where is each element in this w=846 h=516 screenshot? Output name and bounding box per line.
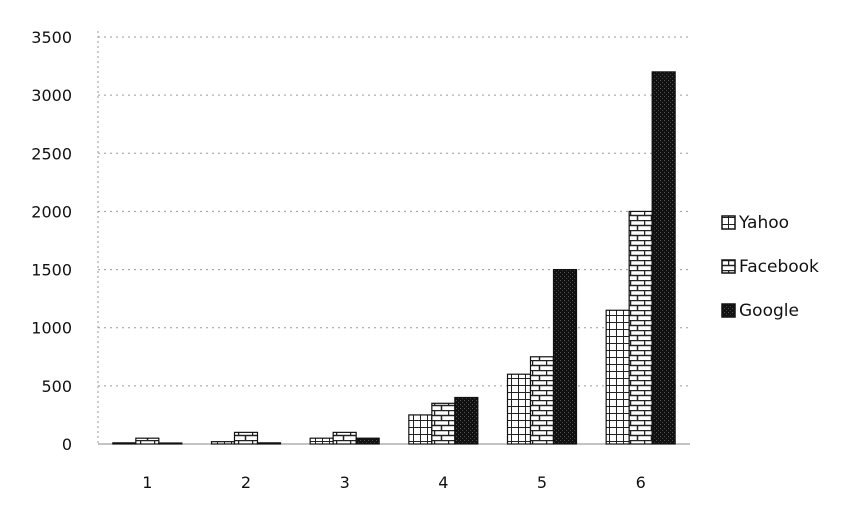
bars [112, 71, 676, 445]
x-tick-label: 6 [636, 473, 646, 492]
bar-facebook [332, 431, 357, 445]
bar-facebook [529, 356, 555, 445]
legend-swatch-yahoo [721, 215, 736, 230]
axes [97, 31, 690, 445]
bar-google [355, 437, 380, 445]
x-tick-label: 5 [537, 473, 547, 492]
bar-yahoo [506, 373, 532, 445]
x-tick-label: 4 [438, 473, 448, 492]
bar-facebook [628, 210, 653, 445]
y-tick-label: 2500 [31, 144, 72, 163]
bar-google [454, 396, 479, 445]
bar-facebook [233, 431, 259, 445]
bar-facebook [135, 437, 160, 445]
x-tick-label: 1 [142, 473, 152, 492]
legend-swatch-facebook [721, 259, 736, 274]
y-tick-label: 0 [62, 435, 72, 454]
x-tick-label: 3 [340, 473, 350, 492]
y-tick-label: 1000 [31, 319, 72, 338]
bar-yahoo [309, 437, 334, 445]
bar-yahoo [210, 441, 236, 445]
bar-google [158, 442, 183, 445]
y-tick-label: 1500 [31, 261, 72, 280]
bar-google [651, 71, 676, 445]
y-tick-label: 3500 [31, 28, 72, 47]
legend-swatch-google [721, 303, 736, 318]
legend: Yahoo Facebook Google [721, 213, 819, 321]
legend-label-facebook: Facebook [739, 257, 819, 277]
bar-facebook [431, 402, 456, 445]
legend-label-google: Google [739, 301, 799, 321]
legend-label-yahoo: Yahoo [738, 213, 789, 233]
y-tick-label: 3000 [31, 86, 72, 105]
bar-google [256, 442, 282, 445]
x-tick-label: 2 [241, 473, 251, 492]
y-tick-label: 500 [41, 377, 72, 396]
bar-google [552, 268, 578, 445]
bar-yahoo [605, 309, 630, 445]
gridlines [98, 36, 690, 387]
bar-yahoo [112, 442, 137, 445]
y-tick-label: 2000 [31, 202, 72, 221]
bar-yahoo [408, 414, 433, 445]
tick-labels: 0 500 1000 1500 2000 2500 3000 3500 1 2 3 4 5 6 [31, 28, 645, 492]
